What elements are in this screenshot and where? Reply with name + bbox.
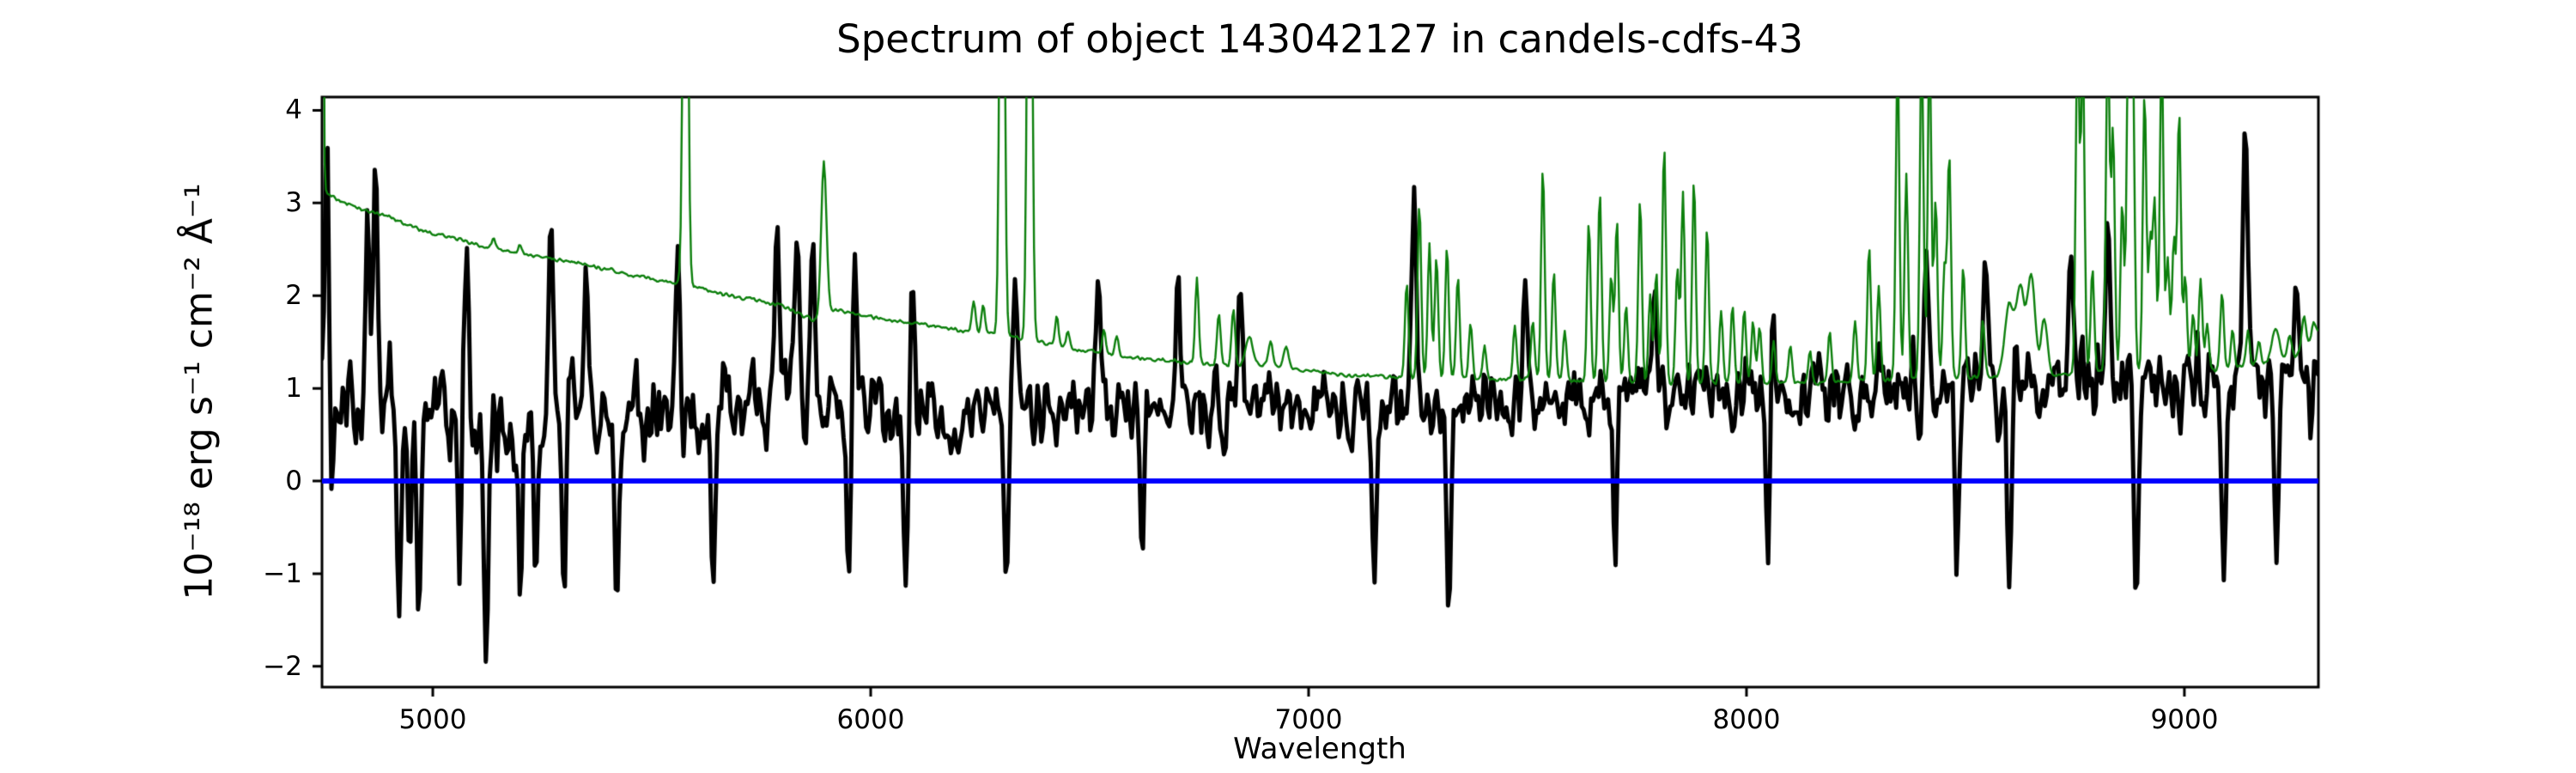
y-tick-label: −2 (263, 651, 302, 682)
y-tick-label: 4 (285, 94, 302, 125)
plot-title: Spectrum of object 143042127 in candels-… (836, 16, 1803, 62)
x-tick-label: 6000 (836, 704, 905, 735)
x-tick-label: 9000 (2150, 704, 2219, 735)
y-tick-label: 3 (285, 187, 302, 218)
x-tick-label: 5000 (398, 704, 467, 735)
y-tick-label: 0 (285, 466, 302, 496)
y-tick-label: 1 (285, 373, 302, 404)
x-tick-label: 7000 (1274, 704, 1343, 735)
x-tick-label: 8000 (1712, 704, 1781, 735)
y-tick-label: 2 (285, 280, 302, 311)
y-tick-label: −1 (263, 558, 302, 589)
x-axis-label: Wavelength (1233, 732, 1406, 766)
